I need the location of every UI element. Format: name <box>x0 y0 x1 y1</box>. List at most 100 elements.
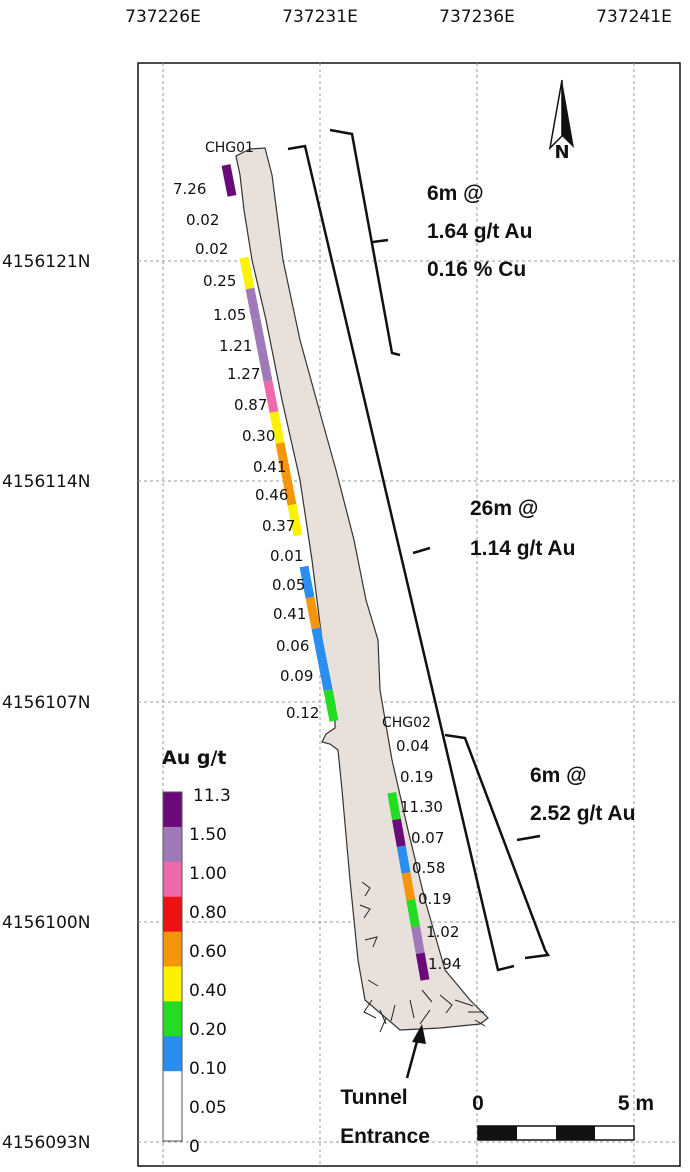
scale-bar: 0 5 m <box>472 1092 654 1141</box>
sample-segment <box>239 256 255 290</box>
northing-labels: 4156121N 4156114N 4156107N 4156100N 4156… <box>2 252 90 1153</box>
legend-ramp-border <box>162 791 183 1142</box>
legend-swatch <box>163 861 182 898</box>
assay-value: 0.19 <box>400 768 433 786</box>
easting-label: 737241E <box>596 7 672 27</box>
assay-value: 0.02 <box>195 240 228 258</box>
northing-label: 4156114N <box>2 472 90 492</box>
scale-segment <box>556 1126 595 1140</box>
assay-value: 0.07 <box>411 829 444 847</box>
intercept-annotation-bottom: 6m @ 2.52 g/t Au <box>530 764 635 825</box>
rubble-texture <box>359 881 486 1033</box>
north-label: N <box>554 142 569 163</box>
assay-value: 1.94 <box>428 955 461 973</box>
assay-value: 0.09 <box>280 667 313 685</box>
sample-segment <box>251 318 267 352</box>
assay-value: 0.02 <box>186 211 219 229</box>
legend-label: 0 <box>189 1137 200 1157</box>
assay-segments <box>221 164 430 981</box>
chg01-values: 7.26 0.02 0.02 0.25 1.05 1.21 1.27 0.87 … <box>173 180 319 722</box>
sample-segment <box>311 627 327 661</box>
legend-label: 1.00 <box>189 864 227 884</box>
sample-segment <box>281 473 297 506</box>
north-arrow-icon: N <box>548 79 574 163</box>
intercept-bracket-bottom <box>444 733 551 960</box>
grade-legend: Au g/t 11.3 1.50 1.00 0.80 0.60 0.40 0.2… <box>162 747 231 1157</box>
intercept-copper: 0.16 % Cu <box>427 258 526 281</box>
legend-labels: 11.3 1.50 1.00 0.80 0.60 0.40 0.20 0.10 … <box>189 786 231 1157</box>
legend-label: 0.80 <box>189 903 227 923</box>
assay-value: 0.41 <box>253 458 286 476</box>
assay-value: 1.21 <box>219 337 252 355</box>
assay-value: 7.26 <box>173 180 206 198</box>
assay-value: 0.46 <box>255 486 288 504</box>
scale-segment <box>595 1126 634 1140</box>
sample-segment <box>305 596 321 630</box>
northing-label: 4156100N <box>2 913 90 933</box>
assay-value: 0.58 <box>412 859 445 877</box>
scale-end-label: 5 m <box>618 1092 654 1115</box>
legend-swatch <box>163 966 182 1002</box>
tunnel-entrance-label: Entrance <box>340 1125 430 1148</box>
assay-value: 1.02 <box>426 923 459 941</box>
sample-segment <box>299 565 315 599</box>
assay-value: 0.25 <box>203 272 236 290</box>
legend-label: 1.50 <box>189 825 227 845</box>
channel-label-chg01: CHG01 <box>205 140 254 156</box>
scale-start-label: 0 <box>472 1092 484 1115</box>
scale-segment <box>478 1126 517 1140</box>
assay-value: 1.05 <box>213 306 246 324</box>
entrance-arrow <box>405 1024 426 1079</box>
tunnel-entrance-label: Tunnel <box>340 1086 407 1109</box>
sample-segment <box>317 658 333 691</box>
intercept-length: 26m @ <box>470 497 538 520</box>
sample-segment <box>323 689 339 722</box>
assay-value: 0.19 <box>418 890 451 908</box>
legend-label: 0.05 <box>189 1098 227 1118</box>
intercept-annotation-top: 6m @ 1.64 g/t Au 0.16 % Cu <box>427 182 532 281</box>
intercept-grade: 2.52 g/t Au <box>530 802 635 825</box>
legend-swatch <box>163 1071 182 1107</box>
channel-label-chg02: CHG02 <box>382 715 431 731</box>
easting-label: 737231E <box>282 7 358 27</box>
legend-label: 0.60 <box>189 942 227 962</box>
legend-title: Au g/t <box>162 747 226 769</box>
scale-bar-border <box>477 1125 635 1141</box>
legend-label: 11.3 <box>193 786 231 806</box>
intercept-bracket-middle <box>287 144 515 972</box>
easting-label: 737226E <box>125 7 201 27</box>
easting-labels: 737226E 737231E 737236E 737241E <box>125 7 672 27</box>
assay-value: 0.87 <box>234 396 267 414</box>
assay-value: 1.27 <box>227 365 260 383</box>
legend-swatch <box>163 1001 182 1037</box>
sample-segment <box>415 952 430 981</box>
sample-segment <box>263 380 279 413</box>
assay-value: 11.30 <box>400 798 443 816</box>
intercept-length: 6m @ <box>530 764 587 787</box>
assay-value: 0.37 <box>262 517 295 535</box>
sample-segment <box>406 898 420 928</box>
sample-segment <box>392 818 406 848</box>
sample-segment <box>275 442 291 475</box>
sample-segment <box>269 411 285 444</box>
sample-segment <box>257 349 273 383</box>
assay-value: 0.30 <box>242 427 275 445</box>
sample-segment <box>221 164 237 197</box>
assay-value: 0.06 <box>276 637 309 655</box>
intercept-length: 6m @ <box>427 182 484 205</box>
chg02-values: 0.04 0.19 11.30 0.07 0.58 0.19 1.02 1.94 <box>396 737 461 973</box>
sample-segment <box>287 503 303 537</box>
northing-label: 4156093N <box>2 1133 90 1153</box>
assay-value: 0.04 <box>396 737 429 755</box>
intercept-grade: 1.64 g/t Au <box>427 220 532 243</box>
legend-color-ramp <box>163 792 182 1142</box>
intercept-annotation-middle: 26m @ 1.14 g/t Au <box>470 497 575 560</box>
assay-value: 0.12 <box>286 704 319 722</box>
assay-value: 0.01 <box>270 547 303 565</box>
sample-segment <box>387 791 401 821</box>
sample-segment <box>401 872 416 901</box>
intercept-bracket-top <box>329 128 401 357</box>
assay-value: 0.41 <box>273 605 306 623</box>
legend-swatch <box>163 1036 182 1072</box>
